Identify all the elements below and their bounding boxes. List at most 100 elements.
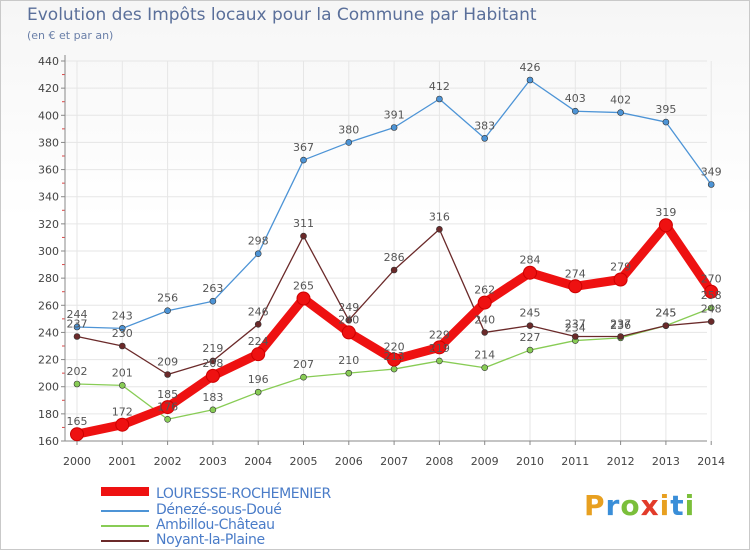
y-tick-label: 400	[38, 109, 59, 122]
data-label-ambillou: 227	[520, 331, 541, 344]
data-point-ambillou	[164, 415, 171, 423]
data-label-ambillou: 234	[565, 322, 586, 335]
data-point-main	[341, 325, 356, 340]
data-label-main: 208	[202, 357, 223, 370]
data-label-noyant: 230	[112, 327, 133, 340]
y-tick-label: 160	[38, 435, 59, 448]
proxiti-logo: Proxiti	[584, 489, 696, 522]
data-point-denezé	[526, 76, 534, 84]
x-tick-label: 2009	[471, 455, 499, 468]
data-point-ambillou	[73, 380, 81, 388]
data-point-noyant	[481, 329, 489, 336]
data-label-noyant: 249	[338, 301, 359, 314]
data-point-main	[477, 295, 492, 310]
data-point-denezé	[390, 124, 398, 131]
data-point-ambillou	[436, 357, 443, 365]
x-tick-label: 2000	[63, 455, 91, 468]
data-point-denezé	[436, 95, 443, 103]
data-point-noyant	[345, 316, 353, 324]
data-point-main	[160, 400, 175, 415]
x-tick-label: 2004	[244, 455, 272, 468]
y-tick-label: 440	[38, 55, 59, 68]
data-label-main: 165	[67, 415, 88, 428]
data-point-main	[251, 347, 266, 362]
y-tick-label: 340	[38, 191, 59, 204]
data-label-noyant: 246	[248, 305, 269, 318]
data-label-noyant: 316	[429, 210, 450, 223]
data-label-denezé: 244	[67, 308, 88, 321]
data-point-main	[205, 368, 220, 383]
y-tick-label: 320	[38, 218, 59, 231]
data-label-ambillou: 207	[293, 358, 314, 371]
data-label-main: 270	[701, 273, 722, 286]
data-label-ambillou: 201	[112, 366, 133, 379]
x-tick-label: 2001	[108, 455, 136, 468]
data-point-main	[387, 352, 402, 367]
data-point-denezé	[209, 297, 217, 305]
data-label-denezé: 395	[655, 103, 676, 116]
data-label-ambillou: 176	[157, 400, 178, 413]
data-point-denezé	[300, 156, 307, 164]
data-label-main: 240	[338, 313, 359, 326]
data-label-main: 220	[384, 341, 405, 354]
data-label-denezé: 426	[520, 61, 541, 74]
legend-swatch-denezé	[101, 510, 149, 512]
data-label-noyant: 219	[202, 342, 223, 355]
data-point-main	[568, 279, 583, 294]
data-label-main: 229	[429, 328, 450, 341]
x-tick-label: 2006	[335, 455, 363, 468]
data-point-ambillou	[300, 373, 307, 381]
legend-swatch-main	[101, 487, 149, 496]
data-point-noyant	[707, 318, 715, 325]
y-tick-label: 280	[38, 272, 59, 285]
data-label-main: 185	[157, 388, 178, 401]
data-point-denezé	[571, 107, 579, 115]
data-point-main	[70, 427, 84, 442]
data-label-noyant: 311	[293, 217, 314, 230]
data-point-denezé	[617, 109, 624, 116]
x-tick-label: 2013	[652, 455, 680, 468]
data-label-noyant: 237	[565, 318, 586, 331]
data-label-denezé: 256	[157, 292, 178, 305]
data-label-denezé: 349	[701, 166, 722, 179]
data-point-denezé	[481, 135, 489, 142]
data-point-ambillou	[119, 382, 126, 389]
data-label-denezé: 263	[202, 282, 223, 295]
data-point-denezé	[345, 139, 353, 146]
data-point-noyant	[617, 333, 624, 340]
legend-label-noyant: Noyant-la-Plaine	[156, 532, 265, 548]
data-point-denezé	[119, 325, 126, 332]
y-tick-label: 180	[38, 408, 59, 421]
data-point-ambillou	[526, 346, 534, 354]
data-label-main: 172	[112, 406, 133, 419]
data-label-noyant: 286	[384, 251, 405, 264]
data-point-noyant	[73, 333, 81, 340]
data-label-denezé: 391	[384, 109, 405, 122]
y-tick-label: 300	[38, 245, 59, 258]
data-label-noyant: 209	[157, 356, 178, 369]
x-tick-label: 2011	[561, 455, 589, 468]
y-tick-label: 240	[38, 326, 59, 339]
data-point-ambillou	[209, 406, 217, 414]
data-label-ambillou: 245	[655, 307, 676, 320]
data-point-ambillou	[254, 388, 262, 396]
data-point-main	[613, 272, 628, 287]
legend-label-main: LOURESSE-ROCHEMENIER	[156, 486, 331, 502]
chart-subtitle: (en € et par an)	[27, 29, 114, 42]
data-point-denezé	[707, 181, 715, 188]
data-label-ambillou: 236	[610, 319, 631, 332]
data-label-noyant: 245	[520, 307, 541, 320]
data-point-main	[432, 340, 447, 355]
data-point-noyant	[119, 342, 126, 350]
y-tick-label: 380	[38, 136, 59, 149]
data-label-noyant: 240	[474, 313, 495, 326]
data-point-ambillou	[481, 364, 489, 372]
data-label-noyant: 248	[701, 303, 722, 316]
x-tick-label: 2007	[380, 455, 408, 468]
data-label-denezé: 383	[474, 119, 495, 132]
data-point-noyant	[254, 320, 262, 328]
data-label-main: 274	[565, 267, 586, 280]
data-point-noyant	[526, 322, 534, 329]
data-label-noyant: 245	[655, 307, 676, 320]
